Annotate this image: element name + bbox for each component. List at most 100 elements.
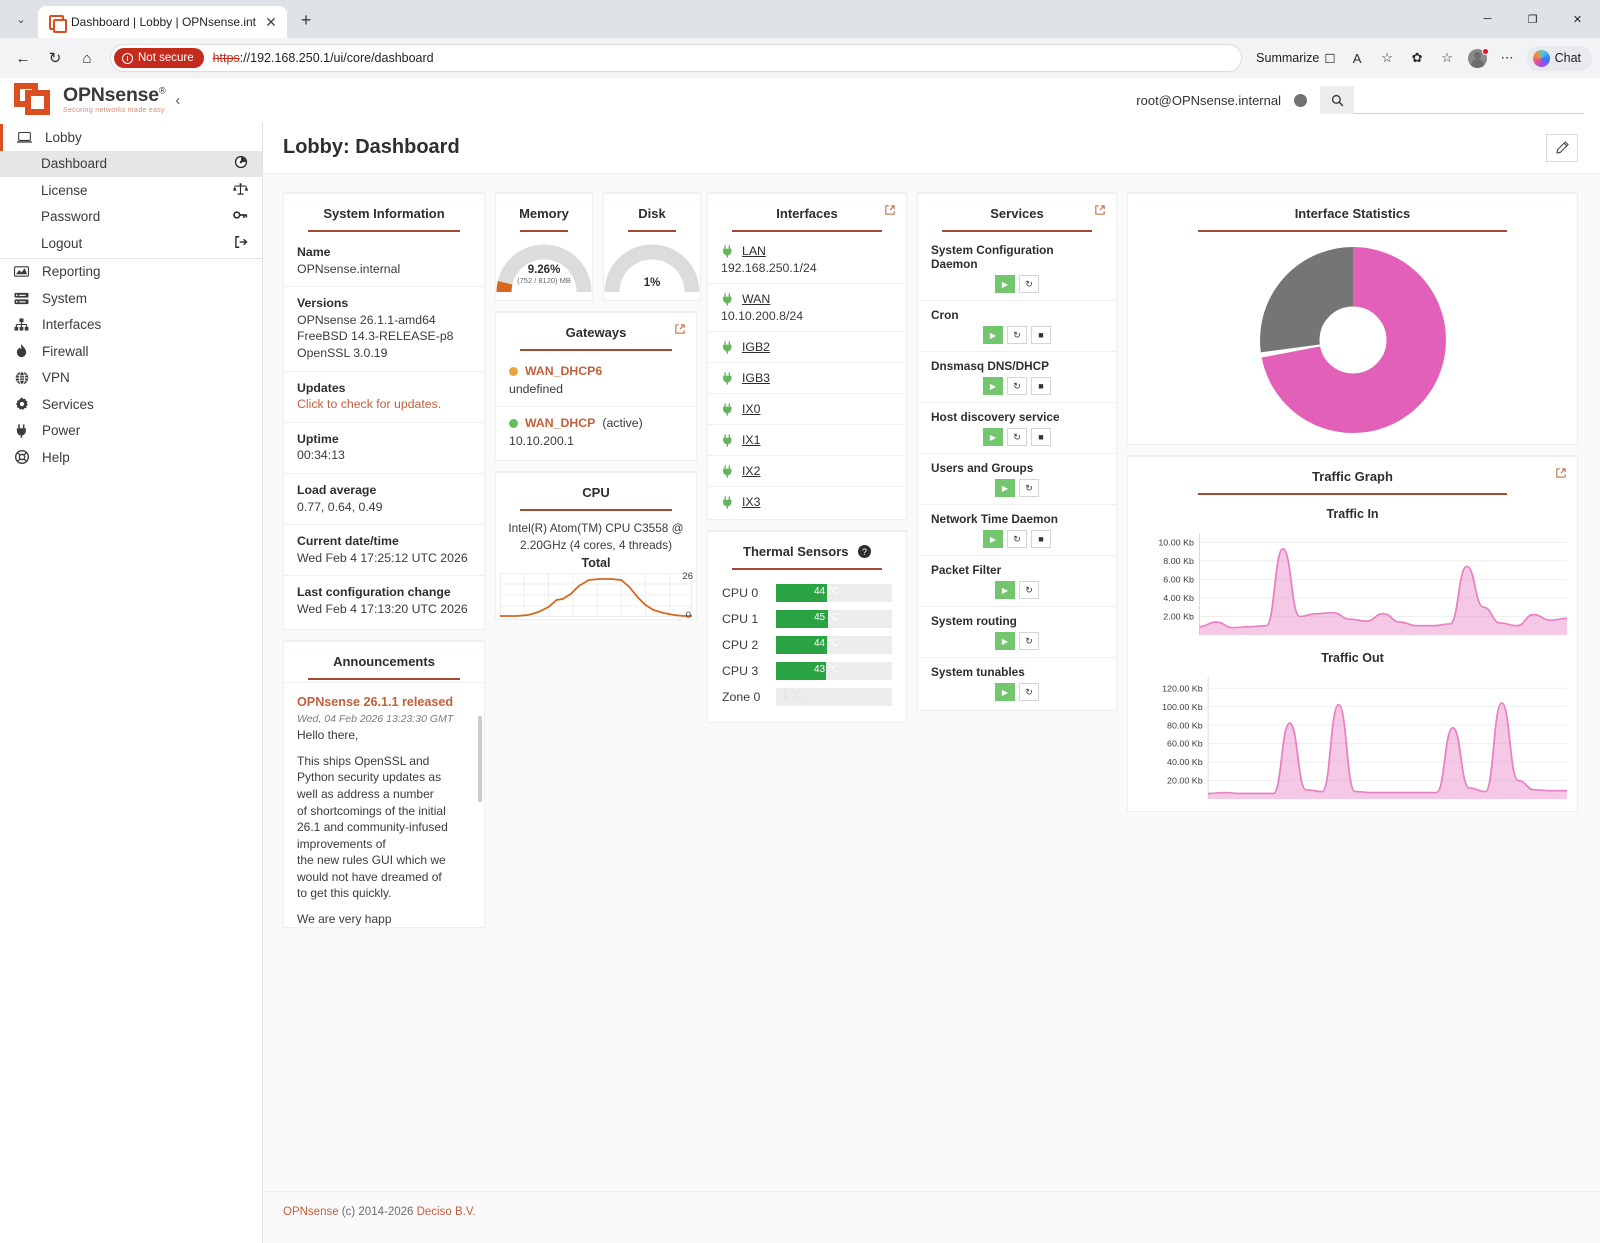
browser-tab[interactable]: Dashboard | Lobby | OPNsense.int ✕ [38,6,288,38]
widget-header: Memory [496,194,592,232]
more-settings-icon[interactable]: ⋯ [1500,50,1514,65]
service-restart-button[interactable]: ↻ [1007,377,1027,395]
service-stop-button[interactable]: ■ [1031,428,1051,446]
home-icon[interactable]: ⌂ [82,49,92,67]
service-play-button[interactable]: ▶ [995,581,1015,599]
interface-name-link[interactable]: LAN [742,244,766,258]
service-restart-button[interactable]: ↻ [1019,479,1039,497]
service-restart-button[interactable]: ↻ [1019,683,1039,701]
service-restart-button[interactable]: ↻ [1007,530,1027,548]
announcement-scrollbar[interactable] [478,715,482,802]
plug-status-icon [721,292,734,306]
cpu-chart-svg [500,573,692,618]
title-underline [308,677,460,680]
service-stop-button[interactable]: ■ [1031,530,1051,548]
thermal-row: CPU 0 44 °C [708,580,906,606]
not-secure-badge[interactable]: Not secure [114,48,204,68]
external-link-icon[interactable] [1556,468,1566,481]
sidebar-collapse-icon[interactable]: ‹ [175,91,181,109]
copilot-chat-button[interactable]: Chat [1525,45,1592,71]
edit-dashboard-button[interactable] [1546,133,1578,162]
sidebar-item-interfaces[interactable]: Interfaces [0,312,262,339]
sidebar-item-logout[interactable]: Logout [0,230,262,257]
brand[interactable]: OPNsense® Securing networks made easy [14,81,166,119]
help-icon[interactable]: ? [857,545,871,559]
gateway-row: WAN_DHCP (active) 10.10.200.1 [496,407,696,458]
sidebar-item-system[interactable]: System [0,285,262,312]
service-restart-button[interactable]: ↻ [1019,275,1039,293]
widget-header: Gateways [496,313,696,351]
interface-name-link[interactable]: IX0 [742,402,761,416]
gateway-name[interactable]: WAN_DHCP6 [525,364,603,378]
thermal-bar: 44 °C [776,636,892,654]
search-icon[interactable] [1320,86,1354,114]
announcement-title[interactable]: OPNsense 26.1.1 released [297,694,454,709]
service-row: Cron ▶ ↻ ■ [918,301,1116,352]
footer-suffix[interactable]: Deciso B.V. [416,1206,476,1218]
sidebar-item-help[interactable]: Help [0,444,262,471]
sidebar-item-vpn[interactable]: VPN [0,365,262,392]
service-play-button[interactable]: ▶ [983,428,1003,446]
back-icon[interactable]: ← [15,49,31,67]
service-play-button[interactable]: ▶ [995,683,1015,701]
close-icon[interactable]: ✕ [265,14,277,30]
interface-name-link[interactable]: IX3 [742,495,761,509]
sidebar-item-dashboard[interactable]: Dashboard [0,150,262,177]
interface-name-link[interactable]: IX1 [742,433,761,447]
sidebar-item-reporting[interactable]: Reporting [0,259,262,286]
sidebar-item-license[interactable]: License [0,177,262,204]
sidebar-item-firewall[interactable]: Firewall [0,338,262,365]
check-updates-link[interactable]: Click to check for updates. [297,397,442,412]
plug-status-icon [721,402,734,416]
svg-text:40.00 Kb: 40.00 Kb [1167,758,1203,768]
interface-name-link[interactable]: WAN [742,292,771,306]
service-stop-button[interactable]: ■ [1031,377,1051,395]
interface-name-link[interactable]: IX2 [742,464,761,478]
thermal-value: 44 °C [814,586,840,597]
sidebar-item-power[interactable]: Power [0,418,262,445]
sidebar-item-password[interactable]: Password [0,204,262,231]
service-play-button[interactable]: ▶ [995,479,1015,497]
service-restart-button[interactable]: ↻ [1019,632,1039,650]
gauge-arc [496,244,592,293]
service-actions: ▶ ↻ ■ [931,428,1103,446]
interface-name-link[interactable]: IGB2 [742,340,771,354]
summarize-button[interactable]: Summarize ☐ [1250,44,1341,72]
sidebar-item-services[interactable]: Services [0,391,262,418]
footer-prefix[interactable]: OPNsense [283,1206,339,1218]
window-close-icon[interactable]: ✕ [1572,13,1583,26]
external-link-icon[interactable] [675,324,685,337]
gateway-address: 10.10.200.1 [509,434,574,448]
gauge-row: Memory 9.26% [495,192,701,301]
favorite-star-icon[interactable]: ☆ [1381,50,1393,65]
gateways-widget: Gateways WAN_DHCP6 [495,311,697,461]
minimize-icon[interactable]: ─ [1483,13,1492,25]
search-input[interactable] [1354,86,1584,114]
external-link-icon[interactable] [885,205,895,218]
address-bar[interactable]: Not secure https://192.168.250.1/ui/core… [110,44,1243,72]
service-play-button[interactable]: ▶ [995,632,1015,650]
service-play-button[interactable]: ▶ [983,530,1003,548]
profile-avatar[interactable] [1463,44,1492,73]
read-aloud-icon[interactable]: A [1352,50,1362,66]
interface-name-link[interactable]: IGB3 [742,371,771,385]
sidebar-item-lobby[interactable]: Lobby [0,124,262,151]
service-play-button[interactable]: ▶ [983,377,1003,395]
service-restart-button[interactable]: ↻ [1007,428,1027,446]
new-tab-button[interactable]: + [300,9,312,30]
maximize-icon[interactable]: ❐ [1527,13,1538,26]
external-link-icon[interactable] [1095,205,1105,218]
reload-icon[interactable]: ↻ [48,50,62,67]
service-play-button[interactable]: ▶ [995,275,1015,293]
collections-icon[interactable]: ☆ [1441,50,1453,65]
service-restart-button[interactable]: ↻ [1019,581,1039,599]
tab-list-dropdown-button[interactable]: ⌄ [16,13,26,26]
info-row-updates[interactable]: Updates Click to check for updates. [284,372,484,423]
service-restart-button[interactable]: ↻ [1007,326,1027,344]
header-search[interactable] [1320,86,1584,114]
title-underline [1198,493,1507,495]
extensions-icon[interactable]: ✿ [1411,50,1423,65]
service-play-button[interactable]: ▶ [983,326,1003,344]
gateway-name[interactable]: WAN_DHCP [525,416,596,430]
service-stop-button[interactable]: ■ [1031,326,1051,344]
